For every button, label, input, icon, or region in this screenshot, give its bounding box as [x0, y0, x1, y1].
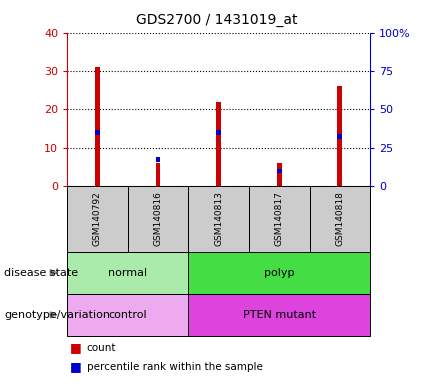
Bar: [95, 67, 100, 186]
Text: GSM140817: GSM140817: [275, 192, 284, 246]
Bar: [216, 130, 221, 135]
Bar: [277, 163, 282, 186]
Text: ■: ■: [70, 341, 82, 354]
Bar: [337, 86, 343, 186]
Text: genotype/variation: genotype/variation: [4, 310, 110, 320]
Text: normal: normal: [108, 268, 147, 278]
Text: count: count: [87, 343, 116, 353]
Text: GSM140792: GSM140792: [93, 192, 102, 246]
Bar: [155, 163, 161, 186]
Text: GDS2700 / 1431019_at: GDS2700 / 1431019_at: [136, 13, 297, 27]
Text: GSM140818: GSM140818: [336, 192, 344, 246]
Text: disease state: disease state: [4, 268, 78, 278]
Bar: [277, 169, 282, 173]
Text: percentile rank within the sample: percentile rank within the sample: [87, 362, 262, 372]
Text: GSM140813: GSM140813: [214, 192, 223, 246]
Bar: [155, 157, 161, 162]
Text: GSM140816: GSM140816: [154, 192, 162, 246]
Text: control: control: [108, 310, 147, 320]
Text: ■: ■: [70, 360, 82, 373]
Bar: [95, 130, 100, 135]
Bar: [216, 102, 221, 186]
Bar: [337, 134, 343, 139]
Text: polyp: polyp: [264, 268, 294, 278]
Text: PTEN mutant: PTEN mutant: [243, 310, 316, 320]
